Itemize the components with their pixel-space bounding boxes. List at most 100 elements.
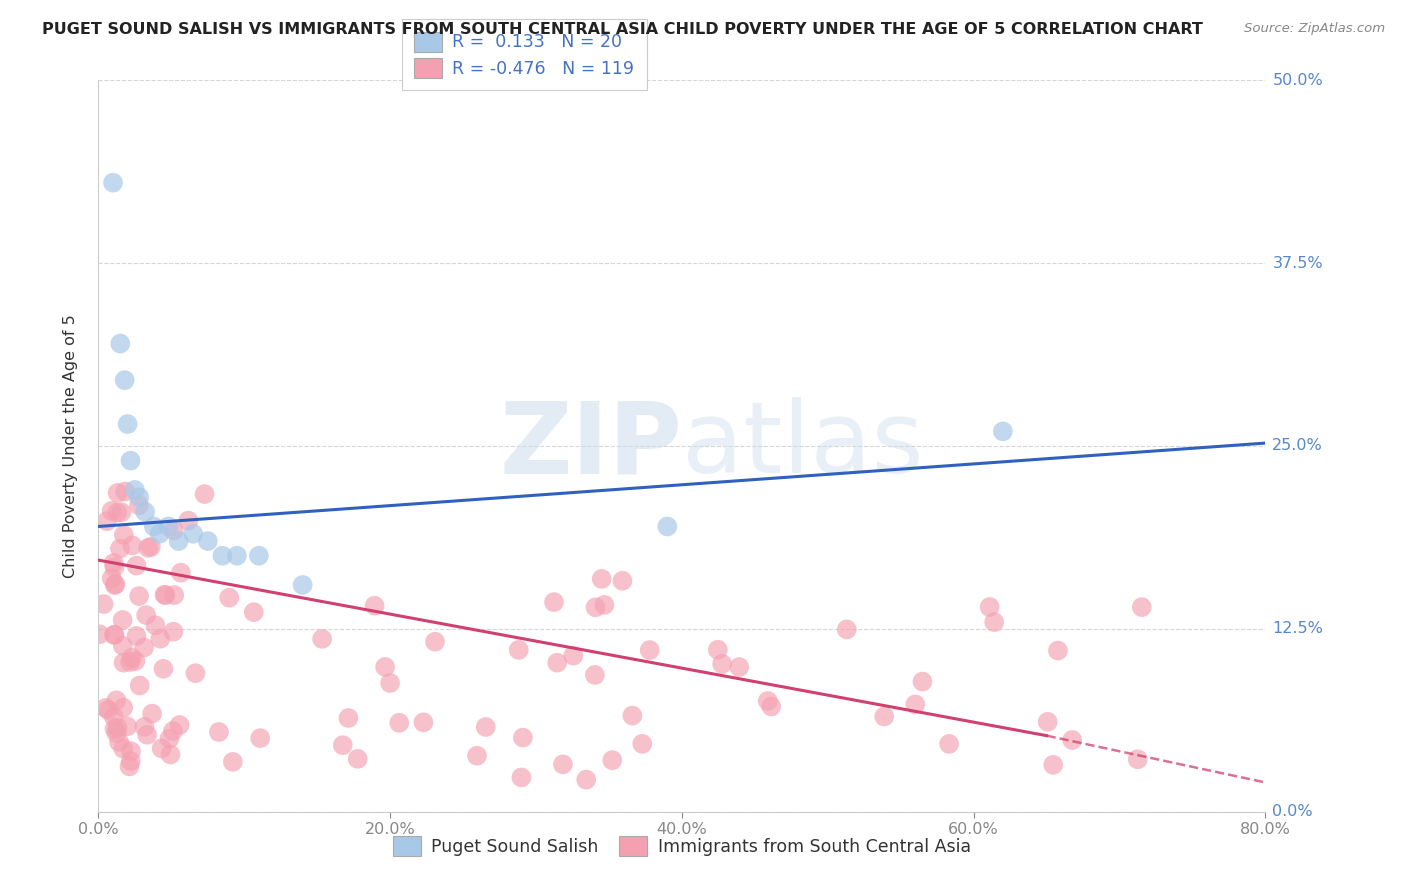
Point bbox=[170, 566, 193, 580]
Point bbox=[97, 703, 120, 717]
Point bbox=[124, 654, 146, 668]
Point bbox=[103, 722, 125, 736]
Point bbox=[114, 484, 136, 499]
Point bbox=[904, 698, 927, 712]
Point bbox=[105, 726, 128, 740]
Point bbox=[134, 640, 156, 655]
Text: 37.5%: 37.5% bbox=[1272, 256, 1323, 270]
Point bbox=[543, 595, 565, 609]
Point bbox=[835, 623, 858, 637]
Text: atlas: atlas bbox=[682, 398, 924, 494]
Point bbox=[1036, 714, 1059, 729]
Point bbox=[128, 678, 150, 692]
Point bbox=[631, 737, 654, 751]
Point bbox=[208, 725, 231, 739]
Point bbox=[249, 731, 271, 745]
Point bbox=[177, 514, 200, 528]
Point bbox=[593, 598, 616, 612]
Point bbox=[562, 648, 585, 663]
Point bbox=[149, 526, 172, 541]
Point bbox=[108, 541, 131, 556]
Point bbox=[638, 643, 661, 657]
Point bbox=[103, 560, 125, 574]
Point bbox=[938, 737, 960, 751]
Point bbox=[991, 425, 1014, 439]
Point bbox=[167, 534, 190, 549]
Point bbox=[575, 772, 598, 787]
Point bbox=[93, 597, 115, 611]
Point bbox=[226, 549, 249, 563]
Point bbox=[105, 693, 128, 707]
Point bbox=[94, 701, 117, 715]
Point bbox=[193, 487, 215, 501]
Point bbox=[612, 574, 634, 588]
Point bbox=[134, 505, 156, 519]
Point bbox=[711, 657, 734, 671]
Point bbox=[1042, 757, 1064, 772]
Text: Source: ZipAtlas.com: Source: ZipAtlas.com bbox=[1244, 22, 1385, 36]
Point bbox=[112, 741, 135, 756]
Point bbox=[120, 453, 142, 467]
Point bbox=[475, 720, 498, 734]
Point bbox=[707, 642, 730, 657]
Text: 50.0%: 50.0% bbox=[1272, 73, 1323, 87]
Text: 12.5%: 12.5% bbox=[1272, 622, 1323, 636]
Point bbox=[128, 490, 150, 504]
Point bbox=[1126, 752, 1149, 766]
Point bbox=[983, 615, 1005, 629]
Point bbox=[111, 613, 134, 627]
Point bbox=[162, 724, 184, 739]
Point bbox=[136, 728, 159, 742]
Point bbox=[728, 660, 751, 674]
Point bbox=[107, 486, 129, 500]
Point bbox=[103, 628, 125, 642]
Point bbox=[159, 731, 181, 746]
Point bbox=[101, 176, 124, 190]
Point bbox=[388, 715, 411, 730]
Point bbox=[510, 771, 533, 785]
Point bbox=[162, 624, 184, 639]
Point bbox=[761, 699, 783, 714]
Point bbox=[111, 639, 134, 653]
Point bbox=[152, 662, 174, 676]
Point bbox=[163, 588, 186, 602]
Point bbox=[337, 711, 360, 725]
Point bbox=[125, 629, 148, 643]
Point bbox=[1046, 643, 1069, 657]
Point bbox=[136, 541, 159, 555]
Point bbox=[423, 634, 446, 648]
Point bbox=[110, 336, 132, 351]
Text: ZIP: ZIP bbox=[499, 398, 682, 494]
Point bbox=[756, 694, 779, 708]
Point bbox=[311, 632, 333, 646]
Point bbox=[465, 748, 488, 763]
Point bbox=[114, 373, 136, 387]
Point bbox=[657, 519, 679, 533]
Point bbox=[546, 656, 568, 670]
Text: 25.0%: 25.0% bbox=[1272, 439, 1323, 453]
Point bbox=[591, 572, 613, 586]
Point bbox=[141, 706, 163, 721]
Point bbox=[121, 650, 143, 665]
Point bbox=[104, 578, 127, 592]
Point bbox=[89, 627, 111, 641]
Point bbox=[125, 558, 148, 573]
Point bbox=[181, 526, 204, 541]
Text: PUGET SOUND SALISH VS IMMIGRANTS FROM SOUTH CENTRAL ASIA CHILD POVERTY UNDER THE: PUGET SOUND SALISH VS IMMIGRANTS FROM SO… bbox=[42, 22, 1204, 37]
Point bbox=[128, 498, 150, 512]
Text: 0.0%: 0.0% bbox=[1272, 805, 1313, 819]
Point bbox=[197, 534, 219, 549]
Point bbox=[159, 747, 181, 762]
Point bbox=[118, 759, 141, 773]
Point bbox=[128, 589, 150, 603]
Point bbox=[1062, 733, 1084, 747]
Point bbox=[583, 668, 606, 682]
Point bbox=[211, 549, 233, 563]
Point bbox=[218, 591, 240, 605]
Point bbox=[142, 519, 165, 533]
Point bbox=[96, 514, 118, 528]
Point bbox=[222, 755, 245, 769]
Point bbox=[1130, 600, 1153, 615]
Point bbox=[105, 506, 128, 520]
Point bbox=[112, 700, 135, 714]
